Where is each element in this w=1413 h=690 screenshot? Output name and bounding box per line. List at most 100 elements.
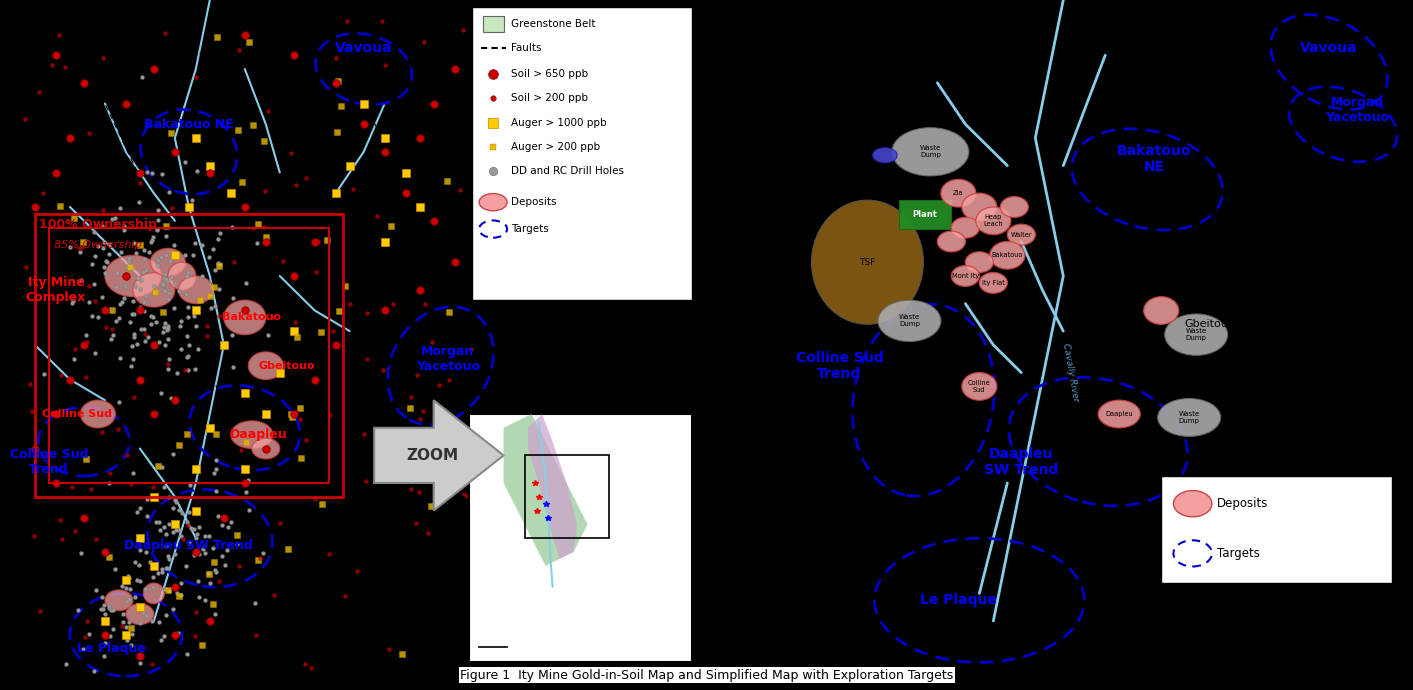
Text: 0: 0: [476, 636, 482, 645]
Text: Deposits: Deposits: [510, 197, 557, 207]
Text: Daapleu SW Trend: Daapleu SW Trend: [124, 539, 253, 551]
Bar: [35, 214, 343, 497]
Ellipse shape: [150, 248, 185, 276]
Ellipse shape: [252, 438, 280, 459]
Text: Bakatouo
NE: Bakatouo NE: [1116, 144, 1191, 174]
Ellipse shape: [965, 252, 993, 273]
Text: Auger > 200 ppb: Auger > 200 ppb: [510, 142, 599, 152]
Ellipse shape: [1143, 297, 1178, 324]
Text: Targets: Targets: [510, 224, 548, 234]
Bar: [899, 200, 951, 229]
FancyBboxPatch shape: [1161, 476, 1392, 583]
Ellipse shape: [1000, 197, 1029, 217]
Bar: [469, 414, 692, 662]
Ellipse shape: [1007, 224, 1036, 245]
Text: km: km: [1290, 654, 1306, 664]
Text: Gbeitouo: Gbeitouo: [259, 361, 315, 371]
Ellipse shape: [168, 262, 196, 290]
Text: Targets: Targets: [1217, 547, 1260, 560]
Text: Waste
Dump: Waste Dump: [899, 315, 920, 327]
Text: Ity Flat: Ity Flat: [982, 280, 1005, 286]
Text: N: N: [836, 72, 849, 86]
Ellipse shape: [991, 241, 1024, 269]
Ellipse shape: [892, 128, 969, 176]
Ellipse shape: [962, 373, 996, 400]
Ellipse shape: [951, 266, 979, 286]
Ellipse shape: [105, 590, 133, 611]
Text: Vavoua: Vavoua: [1300, 41, 1358, 55]
Text: 85% Ownership: 85% Ownership: [54, 240, 141, 250]
Ellipse shape: [1098, 400, 1140, 428]
Text: Waste
Dump: Waste Dump: [1186, 328, 1207, 341]
Text: Waste
Dump: Waste Dump: [920, 146, 941, 158]
Ellipse shape: [877, 300, 941, 342]
Text: Gbeitouo: Gbeitouo: [1186, 319, 1235, 329]
Text: Camp: Camp: [873, 136, 896, 145]
Text: Walter: Walter: [1010, 232, 1031, 237]
Text: Zia: Zia: [954, 190, 964, 196]
Ellipse shape: [941, 179, 976, 207]
Text: Figure 1  Ity Mine Gold-in-Soil Map and Simplified Map with Exploration Targets: Figure 1 Ity Mine Gold-in-Soil Map and S…: [459, 669, 954, 682]
Text: Vavoua: Vavoua: [335, 41, 393, 55]
Text: Daapleu: Daapleu: [230, 428, 288, 441]
Polygon shape: [528, 414, 577, 559]
Bar: [483, 16, 503, 32]
Text: Plant: Plant: [913, 210, 937, 219]
Text: km: km: [76, 33, 92, 43]
Ellipse shape: [178, 276, 213, 304]
Text: Cavally River: Cavally River: [1061, 343, 1080, 402]
Ellipse shape: [479, 193, 507, 211]
Ellipse shape: [133, 273, 175, 307]
Ellipse shape: [979, 273, 1007, 293]
Text: 0: 0: [40, 10, 45, 19]
Text: Colline Sud: Colline Sud: [42, 409, 112, 419]
Text: Waste
Dump: Waste Dump: [1178, 411, 1200, 424]
Ellipse shape: [81, 400, 116, 428]
Text: Colline Sud
Trend: Colline Sud Trend: [10, 448, 88, 476]
Ellipse shape: [126, 604, 154, 624]
Text: Bakatouo: Bakatouo: [222, 313, 281, 322]
Ellipse shape: [143, 583, 164, 604]
Ellipse shape: [976, 207, 1010, 235]
Text: Deposits: Deposits: [1217, 497, 1269, 510]
Text: Daapleu
SW Trend: Daapleu SW Trend: [983, 447, 1058, 477]
Text: Heap
Leach: Heap Leach: [983, 215, 1003, 227]
Ellipse shape: [1164, 314, 1228, 355]
Text: Bakatouo: Bakatouo: [992, 253, 1023, 258]
Text: 5: 5: [1375, 630, 1381, 640]
Text: Mont Ity: Mont Ity: [952, 273, 979, 279]
Ellipse shape: [937, 231, 965, 252]
Text: DD and RC Drill Holes: DD and RC Drill Holes: [510, 166, 623, 176]
Text: ZOOM: ZOOM: [406, 448, 458, 463]
Text: Colline
Sud: Colline Sud: [968, 380, 991, 393]
Text: Faults: Faults: [510, 43, 541, 53]
Text: Auger > 1000 ppb: Auger > 1000 ppb: [510, 118, 606, 128]
FancyBboxPatch shape: [472, 7, 692, 300]
Text: Ity Mine
Complex: Ity Mine Complex: [25, 276, 86, 304]
Text: km: km: [487, 645, 499, 654]
Ellipse shape: [1157, 398, 1221, 436]
Text: Morgan
Yacetouo: Morgan Yacetouo: [1325, 97, 1389, 124]
Text: Daapleu: Daapleu: [1105, 411, 1133, 417]
Ellipse shape: [951, 217, 979, 238]
Text: Ity Corridor: Ity Corridor: [537, 642, 617, 655]
Text: 100% Ownership: 100% Ownership: [40, 218, 157, 230]
Text: N: N: [23, 86, 32, 99]
Text: Soil > 650 ppb: Soil > 650 ppb: [510, 69, 588, 79]
Text: Greenstone Belt: Greenstone Belt: [510, 19, 595, 29]
Text: Morgan
Yacetouo: Morgan Yacetouo: [415, 345, 479, 373]
Ellipse shape: [873, 148, 897, 163]
Ellipse shape: [105, 255, 161, 297]
Text: 0: 0: [1214, 630, 1221, 640]
Polygon shape: [374, 400, 503, 511]
Text: N: N: [579, 627, 588, 636]
Ellipse shape: [962, 193, 996, 221]
Ellipse shape: [1173, 491, 1212, 517]
Text: Soil > 200 ppb: Soil > 200 ppb: [510, 93, 588, 103]
Ellipse shape: [811, 200, 924, 324]
Ellipse shape: [230, 421, 273, 448]
Text: Bakatouo NE: Bakatouo NE: [144, 118, 233, 130]
Text: Le Plaque: Le Plaque: [920, 593, 996, 607]
Text: 25: 25: [502, 636, 512, 645]
Polygon shape: [503, 414, 588, 566]
